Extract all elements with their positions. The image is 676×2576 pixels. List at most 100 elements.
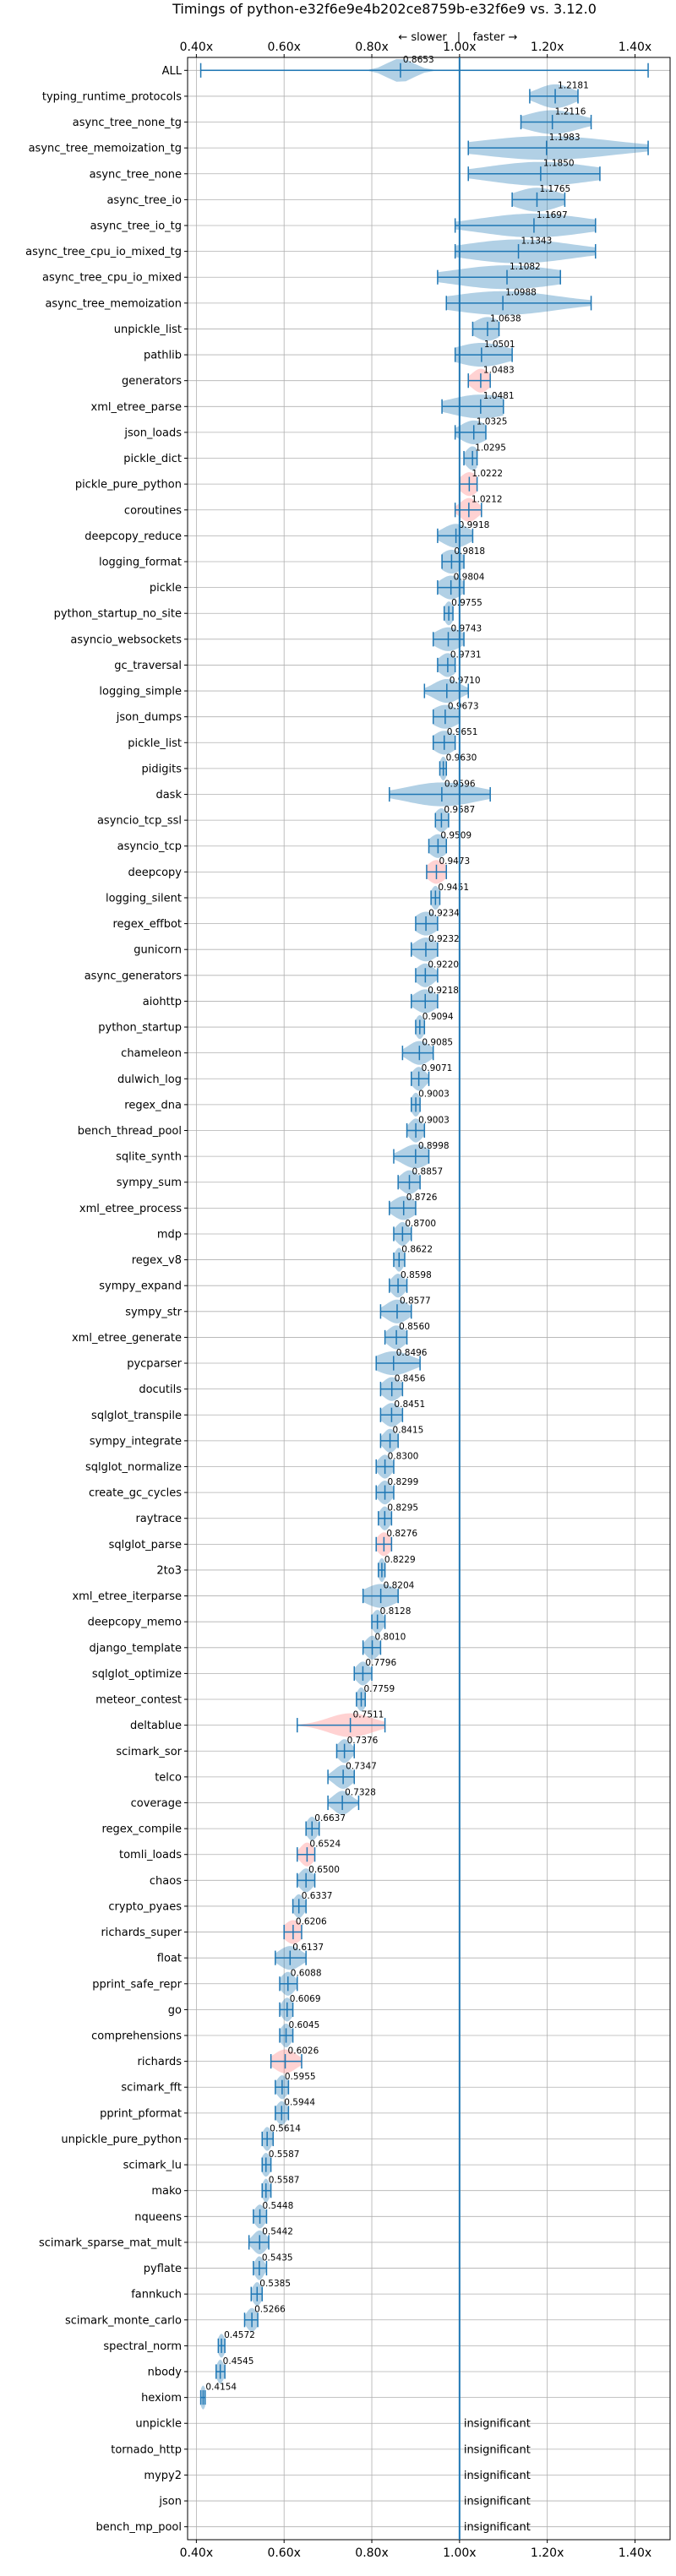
category-label: sqlite_synth: [116, 1151, 182, 1164]
insignificant-label: insignificant: [464, 2418, 531, 2431]
category-label: generators: [122, 375, 182, 388]
category-label: comprehensions: [91, 2030, 182, 2043]
category-label: async_tree_none: [90, 168, 182, 181]
category-label: typing_runtime_protocols: [42, 90, 182, 103]
value-label: 0.5435: [262, 2253, 293, 2263]
category-label: chameleon: [121, 1047, 182, 1060]
value-label: 0.8010: [375, 1633, 406, 1643]
category-label: asyncio_websockets: [70, 633, 182, 646]
category-label: logging_simple: [99, 686, 182, 698]
category-label: go: [168, 2004, 182, 2017]
value-label: 0.5614: [270, 2123, 301, 2133]
value-label: 0.9473: [439, 856, 470, 867]
category-label: unpickle: [135, 2418, 182, 2431]
category-label: aiohttp: [143, 996, 182, 1008]
category-label: gunicorn: [134, 944, 182, 957]
value-label: 0.9509: [440, 831, 472, 841]
category-label: meteor_contest: [95, 1694, 182, 1707]
value-label: 1.1983: [549, 133, 581, 143]
value-label: 0.8998: [418, 1141, 450, 1151]
value-label: 1.1765: [539, 184, 570, 194]
category-label: logging_silent: [106, 892, 182, 905]
value-label: 1.0222: [472, 469, 503, 479]
category-label: logging_format: [99, 556, 182, 568]
category-label: async_tree_none_tg: [73, 117, 182, 129]
category-label: unpickle_pure_python: [61, 2133, 182, 2146]
value-label: 0.6088: [291, 1969, 322, 1979]
value-label: 1.2181: [558, 81, 589, 91]
value-label: 0.9071: [422, 1063, 453, 1073]
category-label: json_dumps: [116, 711, 182, 724]
value-label: 0.7376: [347, 1736, 379, 1746]
category-label: 2to3: [156, 1564, 182, 1577]
category-label: deepcopy_memo: [88, 1617, 182, 1629]
violin-layer: [199, 58, 649, 2410]
category-label: pathlib: [144, 350, 182, 362]
value-label: 0.8295: [387, 1503, 418, 1514]
insignificant-label: insignificant: [464, 2470, 531, 2482]
category-label: sympy_str: [125, 1306, 182, 1318]
category-label: sympy_sum: [117, 1177, 182, 1189]
category-label: telco: [155, 1771, 182, 1784]
value-label: 0.5448: [263, 2201, 294, 2211]
category-label: pyflate: [144, 2263, 182, 2275]
category-label: pickle_dict: [123, 453, 182, 465]
category-label: fannkuch: [131, 2289, 182, 2302]
category-label: deepcopy_reduce: [84, 530, 182, 543]
category-label: regex_dna: [124, 1099, 182, 1111]
value-label: 0.9630: [446, 753, 477, 764]
category-label: regex_effbot: [112, 918, 182, 931]
value-label: 1.0988: [505, 288, 537, 298]
value-label: 1.0325: [477, 417, 508, 427]
direction-separator: |: [457, 31, 461, 44]
value-label: 0.4572: [224, 2330, 255, 2340]
category-label: mdp: [157, 1228, 182, 1241]
category-label: pprint_pformat: [100, 2107, 182, 2120]
category-label: scimark_lu: [123, 2160, 182, 2172]
category-label: pprint_safe_repr: [92, 1978, 182, 1991]
x-tick-label-bottom: 1.00x: [443, 2546, 476, 2560]
value-label: 0.5955: [285, 2072, 316, 2082]
category-label: json_loads: [123, 427, 182, 439]
x-tick-label-bottom: 1.40x: [619, 2546, 651, 2560]
category-label: asyncio_tcp: [117, 840, 182, 853]
value-label: 0.5944: [284, 2098, 315, 2108]
value-label: 0.8496: [396, 1348, 428, 1358]
x-tick-label-top: 1.00x: [443, 41, 476, 54]
value-label: 0.6137: [292, 1943, 324, 1953]
value-label: 0.9743: [450, 624, 482, 634]
value-label: 0.5442: [262, 2227, 293, 2237]
value-label: 0.5385: [259, 2279, 291, 2289]
value-label: 0.9234: [428, 908, 460, 918]
value-label: 1.0483: [483, 365, 515, 375]
category-label: tornado_http: [111, 2443, 182, 2456]
category-label: create_gc_cycles: [89, 1487, 182, 1500]
value-label: 0.8451: [394, 1399, 425, 1410]
category-label: python_startup_no_site: [54, 608, 182, 621]
category-label: async_tree_cpu_io_mixed_tg: [25, 246, 182, 258]
value-label: 0.4154: [205, 2382, 237, 2392]
category-label: xml_etree_parse: [91, 401, 182, 414]
category-label: regex_v8: [132, 1254, 182, 1267]
x-tick-label-bottom: 1.20x: [531, 2546, 564, 2560]
category-label: deltablue: [130, 1720, 182, 1732]
value-label: 1.0295: [475, 443, 506, 453]
value-label: 1.0212: [472, 495, 503, 505]
x-tick-label-top: 0.60x: [267, 41, 300, 54]
category-label: scimark_sparse_mat_mult: [39, 2236, 182, 2249]
value-label: 0.9451: [438, 883, 469, 893]
x-tick-label-bottom: 0.40x: [180, 2546, 213, 2560]
x-tick-label-top: 0.80x: [355, 41, 388, 54]
category-label: richards: [138, 2056, 183, 2068]
category-label: async_tree_cpu_io_mixed: [42, 272, 182, 285]
value-label: 0.7328: [345, 1787, 376, 1797]
chart-title: Timings of python-e32f6e9e4b202ce8759b-e…: [172, 1, 597, 17]
category-label: mypy2: [144, 2470, 182, 2482]
axis-layer: 0.40x 0.40x 0.60x 0.60x 0.80x 0.80x 1.00x 1.00x…: [25, 41, 671, 2560]
value-label: 0.8726: [406, 1193, 438, 1203]
value-label: 1.2116: [555, 106, 586, 117]
value-label: 0.9220: [428, 960, 459, 970]
value-label: 0.8857: [412, 1167, 444, 1177]
value-label: 0.9232: [428, 934, 460, 944]
